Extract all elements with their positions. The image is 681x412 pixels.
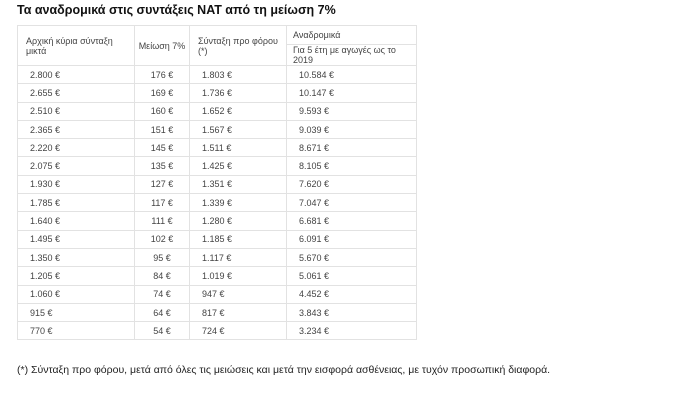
header-pretax-pension: Σύνταξη προ φόρου (*) [189, 25, 287, 66]
cell-retroactive: 8.105 € [286, 156, 417, 176]
cell-retroactive: 7.620 € [286, 174, 417, 195]
cell-reduction: 54 € [134, 321, 190, 341]
cell-pretax-pension: 1.339 € [189, 193, 287, 213]
cell-retroactive: 10.584 € [286, 64, 417, 85]
cell-pretax-pension: 1.185 € [189, 229, 287, 249]
cell-original-pension: 770 € [17, 321, 135, 341]
table-row: 1.060 €74 €947 €4.452 € [17, 284, 417, 304]
cell-original-pension: 1.495 € [17, 229, 135, 249]
cell-reduction: 127 € [134, 174, 190, 195]
table-row: 2.220 €145 €1.511 €8.671 € [17, 138, 417, 158]
cell-pretax-pension: 1.351 € [189, 174, 287, 195]
cell-reduction: 95 € [134, 247, 190, 268]
cell-original-pension: 2.510 € [17, 101, 135, 121]
cell-pretax-pension: 1.117 € [189, 247, 287, 268]
cell-reduction: 135 € [134, 156, 190, 176]
table-row: 915 €64 €817 €3.843 € [17, 302, 417, 323]
table-row: 2.800 €176 €1.803 €10.584 € [17, 64, 417, 85]
table-row: 2.075 €135 €1.425 €8.105 € [17, 156, 417, 176]
cell-pretax-pension: 1.652 € [189, 101, 287, 121]
table-row: 1.495 €102 €1.185 €6.091 € [17, 229, 417, 249]
footnote: (*) Σύνταξη προ φόρου, μετά από όλες τις… [17, 364, 551, 376]
cell-original-pension: 2.365 € [17, 119, 135, 140]
cell-original-pension: 2.220 € [17, 138, 135, 158]
cell-pretax-pension: 1.511 € [189, 138, 287, 158]
cell-pretax-pension: 1.019 € [189, 266, 287, 286]
cell-pretax-pension: 1.567 € [189, 119, 287, 140]
cell-retroactive: 6.091 € [286, 229, 417, 249]
cell-original-pension: 1.350 € [17, 247, 135, 268]
cell-original-pension: 1.930 € [17, 174, 135, 195]
cell-retroactive: 3.234 € [286, 321, 417, 341]
cell-retroactive: 5.061 € [286, 266, 417, 286]
cell-pretax-pension: 1.736 € [189, 83, 287, 103]
cell-retroactive: 6.681 € [286, 211, 417, 231]
cell-reduction: 74 € [134, 284, 190, 304]
table-row: 2.655 €169 €1.736 €10.147 € [17, 83, 417, 103]
cell-retroactive: 9.039 € [286, 119, 417, 140]
table-row: 2.365 €151 €1.567 €9.039 € [17, 119, 417, 140]
cell-pretax-pension: 947 € [189, 284, 287, 304]
cell-reduction: 111 € [134, 211, 190, 231]
header-retroactive: Αναδρομικά [286, 25, 417, 45]
cell-original-pension: 1.060 € [17, 284, 135, 304]
cell-retroactive: 3.843 € [286, 302, 417, 323]
cell-original-pension: 2.075 € [17, 156, 135, 176]
cell-reduction: 117 € [134, 193, 190, 213]
cell-pretax-pension: 817 € [189, 302, 287, 323]
cell-reduction: 169 € [134, 83, 190, 103]
cell-retroactive: 4.452 € [286, 284, 417, 304]
cell-retroactive: 8.671 € [286, 138, 417, 158]
table-row: 770 €54 €724 €3.234 € [17, 321, 417, 341]
cell-retroactive: 5.670 € [286, 247, 417, 268]
pension-table: Αρχική κύρια σύνταξη μικτά Μείωση 7% Σύν… [17, 25, 417, 341]
table-row: 1.350 €95 €1.117 €5.670 € [17, 247, 417, 268]
cell-reduction: 145 € [134, 138, 190, 158]
cell-retroactive: 9.593 € [286, 101, 417, 121]
cell-pretax-pension: 1.280 € [189, 211, 287, 231]
cell-reduction: 176 € [134, 64, 190, 85]
cell-reduction: 151 € [134, 119, 190, 140]
header-reduction: Μείωση 7% [134, 25, 190, 66]
cell-retroactive: 10.147 € [286, 83, 417, 103]
cell-original-pension: 1.205 € [17, 266, 135, 286]
header-original-pension: Αρχική κύρια σύνταξη μικτά [17, 25, 135, 66]
cell-original-pension: 915 € [17, 302, 135, 323]
cell-pretax-pension: 1.803 € [189, 64, 287, 85]
cell-pretax-pension: 724 € [189, 321, 287, 341]
table-row: 1.930 €127 €1.351 €7.620 € [17, 174, 417, 195]
cell-original-pension: 1.640 € [17, 211, 135, 231]
cell-reduction: 64 € [134, 302, 190, 323]
cell-original-pension: 2.800 € [17, 64, 135, 85]
cell-reduction: 160 € [134, 101, 190, 121]
table-row: 2.510 €160 €1.652 €9.593 € [17, 101, 417, 121]
cell-pretax-pension: 1.425 € [189, 156, 287, 176]
cell-retroactive: 7.047 € [286, 193, 417, 213]
cell-reduction: 102 € [134, 229, 190, 249]
cell-original-pension: 1.785 € [17, 193, 135, 213]
page-title: Τα αναδρομικά στις συντάξεις ΝΑΤ από τη … [17, 3, 336, 17]
cell-original-pension: 2.655 € [17, 83, 135, 103]
header-retroactive-sub: Για 5 έτη με αγωγές ως το 2019 [286, 44, 417, 66]
table-row: 1.640 €111 €1.280 €6.681 € [17, 211, 417, 231]
cell-reduction: 84 € [134, 266, 190, 286]
table-row: 1.785 €117 €1.339 €7.047 € [17, 193, 417, 213]
table-row: 1.205 €84 €1.019 €5.061 € [17, 266, 417, 286]
